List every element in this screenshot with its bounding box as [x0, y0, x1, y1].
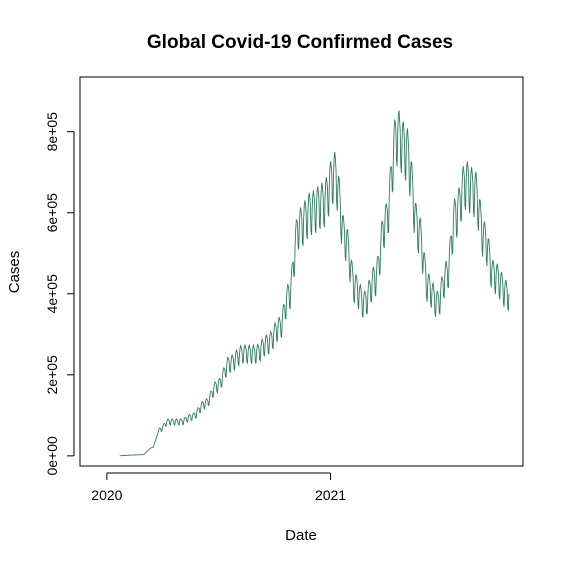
y-tick-label: 2e+05 — [44, 355, 60, 395]
y-tick-label: 6e+05 — [44, 193, 60, 233]
y-tick-label: 8e+05 — [44, 112, 60, 152]
plot-area — [119, 110, 510, 457]
y-axis-label: Cases — [6, 251, 23, 294]
y-axis: 0e+00 2e+05 4e+05 6e+05 8e+05 — [44, 112, 75, 476]
plot-frame — [79, 76, 524, 467]
x-tick-label: 2021 — [315, 487, 346, 503]
x-axis-label: Date — [285, 527, 317, 544]
chart-title: Global Covid-19 Confirmed Cases — [147, 32, 453, 53]
y-tick-label: 0e+00 — [44, 436, 60, 476]
y-tick-label: 4e+05 — [44, 274, 60, 314]
series-line — [119, 110, 510, 457]
x-tick-label: 2020 — [91, 487, 122, 503]
x-axis: 2020 2021 — [91, 472, 346, 503]
